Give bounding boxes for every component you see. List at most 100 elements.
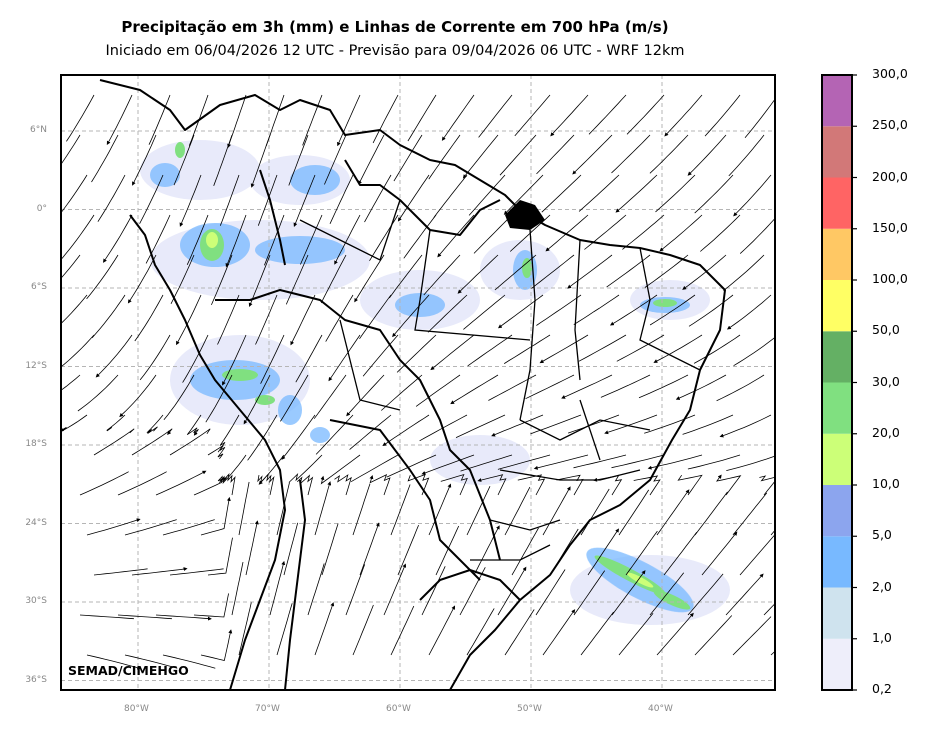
streamline <box>694 491 728 536</box>
streamline <box>725 573 764 616</box>
streamline <box>536 294 582 326</box>
streamline <box>211 254 233 306</box>
streamline <box>131 567 188 576</box>
streamline <box>457 254 499 294</box>
colorbar-level-label: 50,0 <box>872 322 900 338</box>
streamline <box>477 474 507 496</box>
streamline <box>556 474 584 496</box>
colorbar-level-label: 1,0 <box>872 629 892 645</box>
streamline <box>139 334 171 381</box>
streamline <box>638 374 689 399</box>
streamline <box>466 608 495 656</box>
streamline <box>770 529 775 536</box>
streamline <box>682 414 734 435</box>
streamline <box>106 94 133 146</box>
streamline <box>656 612 694 656</box>
streamline <box>656 489 690 536</box>
streamline <box>117 614 172 620</box>
streamline <box>726 455 775 471</box>
streamline <box>260 334 285 384</box>
streamline <box>732 492 768 536</box>
streamline <box>276 482 290 536</box>
streamline <box>504 609 535 656</box>
streamline <box>155 614 212 621</box>
streamline <box>649 134 689 174</box>
streamline <box>440 473 468 496</box>
streamline <box>622 214 665 250</box>
streamline <box>428 605 456 656</box>
map-title: Precipitação em 3h (mm) e Linhas de Corr… <box>121 18 669 36</box>
streamline <box>715 474 742 496</box>
colorbar-level-label: 300,0 <box>872 66 908 81</box>
streamline <box>86 254 119 300</box>
streamline <box>176 294 202 346</box>
streamline <box>170 254 195 304</box>
streamline <box>655 174 696 213</box>
streamline <box>162 519 215 536</box>
streamline <box>117 471 167 496</box>
streamline <box>466 486 491 536</box>
streamline <box>728 134 765 177</box>
lon-tick-label: 50°W <box>517 704 542 714</box>
streamline <box>245 520 259 576</box>
streamline <box>535 569 566 616</box>
streamline <box>248 254 271 307</box>
streamline <box>541 174 582 213</box>
streamline <box>200 629 233 661</box>
streamline <box>213 134 233 186</box>
streamline <box>423 254 461 296</box>
streamline <box>588 94 627 135</box>
streamline <box>346 374 385 417</box>
streamline <box>545 214 589 252</box>
colorbar-level-label: 250,0 <box>872 117 908 133</box>
streamline <box>694 615 733 656</box>
streamline <box>220 473 236 496</box>
streamline <box>503 174 544 215</box>
streamline <box>407 473 430 496</box>
streamline <box>716 374 765 402</box>
colorbar-segment <box>822 433 852 485</box>
streamline <box>207 537 233 576</box>
streamline <box>250 134 271 188</box>
colorbar-segment <box>822 280 852 332</box>
streamline <box>616 334 665 362</box>
streamline <box>300 214 323 265</box>
streamline <box>397 524 419 576</box>
streamline <box>421 454 475 475</box>
streamline <box>744 98 775 139</box>
streamline <box>364 174 392 223</box>
streamline <box>231 562 244 616</box>
streamline <box>675 374 727 400</box>
streamline <box>369 474 391 496</box>
streamline <box>388 254 423 299</box>
streamline <box>611 134 651 174</box>
streamline <box>329 174 354 224</box>
streamline <box>61 374 81 391</box>
streamline <box>352 483 371 536</box>
streamline <box>561 374 613 399</box>
streamline <box>653 334 703 363</box>
lon-tick-label: 60°W <box>386 704 411 714</box>
streamline <box>530 414 582 435</box>
lon-tick-label: 70°W <box>255 704 280 714</box>
streamline <box>778 535 815 575</box>
streamline <box>733 174 772 217</box>
streamline <box>269 560 286 616</box>
streamline <box>255 294 278 345</box>
streamline <box>243 374 271 425</box>
streamline <box>163 374 195 421</box>
streamlines <box>61 94 815 670</box>
streamline <box>288 134 309 186</box>
streamline <box>396 334 437 373</box>
streamline <box>186 214 209 265</box>
streamline <box>504 486 531 536</box>
streamline <box>186 414 202 436</box>
streamline <box>467 334 513 367</box>
streamline <box>455 414 506 438</box>
streamline <box>313 374 347 419</box>
colorbar-segment <box>822 587 852 639</box>
streamline <box>694 174 734 214</box>
streamline <box>139 174 164 224</box>
streamline <box>225 214 247 268</box>
